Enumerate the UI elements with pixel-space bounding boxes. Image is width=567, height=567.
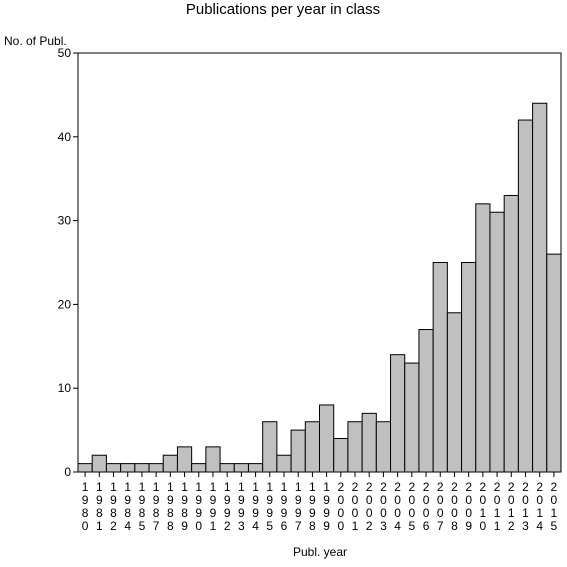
bar-1981: [91, 454, 107, 473]
bar-1987: [148, 463, 164, 473]
y-tick-label: 20: [58, 297, 72, 311]
bar-1999: [319, 404, 335, 473]
bar-2003: [375, 421, 392, 473]
bar-1991: [205, 446, 221, 473]
bar-2002: [361, 412, 377, 473]
bar-1982: [105, 463, 122, 473]
bar-2014: [532, 102, 548, 473]
bar-1997: [290, 429, 306, 473]
bar-1985: [134, 463, 150, 473]
bar-2012: [503, 194, 519, 473]
bar-1998: [304, 421, 321, 473]
bar-2015: [546, 253, 562, 473]
y-axis: 0 10 20 30 40 50: [58, 46, 78, 479]
bar-1995: [262, 421, 278, 473]
x-axis-label: Publ. year: [293, 545, 347, 559]
plot-frame: [77, 52, 562, 473]
y-tick-label: 0: [64, 465, 71, 479]
bar-2001: [347, 421, 363, 473]
bar-1989: [176, 446, 193, 473]
bar-1993: [233, 463, 249, 473]
bar-2000: [333, 437, 349, 473]
y-tick-label: 30: [58, 214, 72, 228]
bars-group: [77, 102, 562, 473]
bar-1994: [247, 463, 264, 473]
x-axis: 1 9 8 0 1 9 8 1 1 9 8 2 1 9 8 4 1 9 8 5 1 9 8 7 1 9 8 8 1 9 8 9 1 9 9 0 1 9 9 1…: [82, 472, 558, 533]
chart-title: Publications per year in class: [186, 1, 380, 18]
y-tick-label: 10: [58, 381, 72, 395]
bar-2005: [404, 362, 420, 473]
bar-1996: [276, 454, 292, 473]
bar-2013: [517, 119, 534, 473]
bar-2011: [489, 211, 505, 473]
bar-2009: [461, 262, 477, 473]
y-axis-label: No. of Publ.: [4, 34, 67, 48]
bar-2006: [418, 329, 434, 473]
bar-2004: [390, 354, 406, 473]
bar-1984: [120, 463, 136, 473]
y-tick-label: 50: [58, 46, 72, 60]
bar-2007: [432, 262, 448, 473]
bar-1980: [77, 463, 93, 473]
bar-2008: [446, 312, 463, 473]
bar-1988: [162, 454, 178, 473]
bar-2010: [475, 203, 491, 473]
y-tick-label: 40: [58, 130, 72, 144]
bar-1990: [191, 463, 207, 473]
bar-1992: [219, 463, 235, 473]
